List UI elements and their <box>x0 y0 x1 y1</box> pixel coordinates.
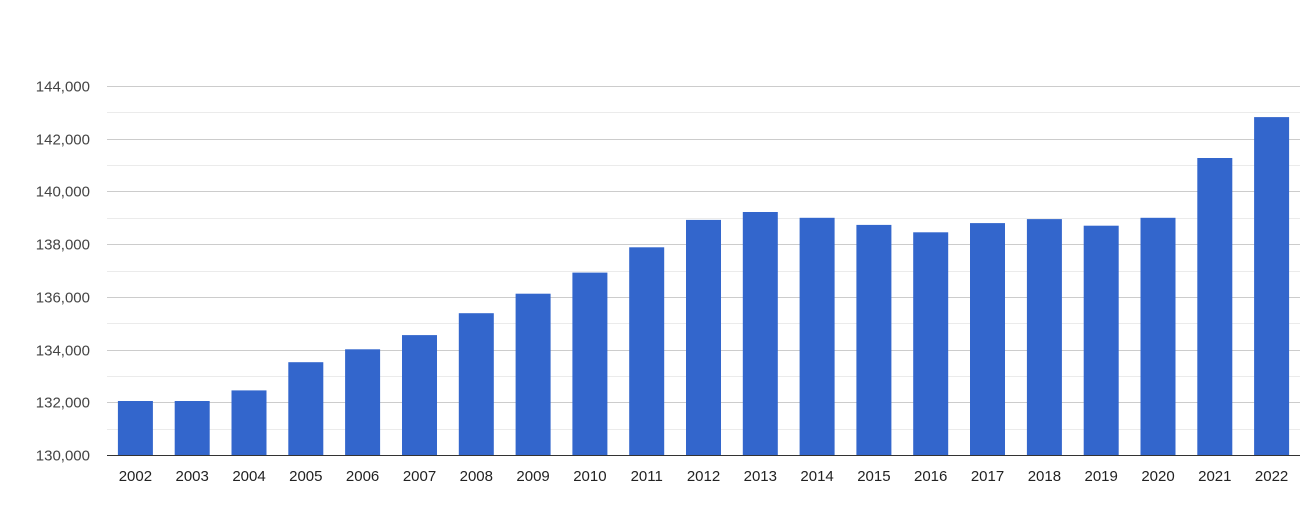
y-tick-label: 132,000 <box>36 395 90 412</box>
x-tick-label: 2017 <box>971 468 1004 485</box>
x-tick-label: 2007 <box>403 468 436 485</box>
bar-2014 <box>799 217 835 455</box>
bar-2005 <box>288 362 324 455</box>
x-tick-label: 2012 <box>687 468 720 485</box>
x-tick-label: 2019 <box>1085 468 1118 485</box>
bar-2003 <box>174 401 210 455</box>
bar-2018 <box>1026 219 1062 455</box>
bar-2012 <box>686 219 721 455</box>
y-tick-label: 144,000 <box>36 79 90 96</box>
bar-2022 <box>1254 117 1290 455</box>
bars <box>107 117 1300 456</box>
y-axis-labels: 130,000 132,000 134,000 136,000 138,000 140,0… <box>36 79 90 465</box>
bar-2020 <box>1140 217 1176 455</box>
x-tick-label: 2015 <box>857 468 890 485</box>
bar-2016 <box>913 232 949 455</box>
x-tick-label: 2005 <box>289 468 322 485</box>
x-axis-labels: 2002 2003 2004 2005 2006 2007 2008 2009 2010 2011… <box>119 468 1289 485</box>
y-tick-label: 140,000 <box>36 184 90 201</box>
bar-2010 <box>572 272 608 455</box>
x-tick-label: 2014 <box>800 468 833 485</box>
x-tick-label: 2022 <box>1255 468 1288 485</box>
x-tick-label: 2018 <box>1028 468 1061 485</box>
x-tick-label: 2016 <box>914 468 947 485</box>
y-tick-label: 142,000 <box>36 132 90 149</box>
x-tick-label: 2011 <box>631 468 663 485</box>
bar-2019 <box>1083 225 1119 455</box>
y-tick-label: 138,000 <box>36 237 90 254</box>
x-tick-label: 2021 <box>1198 468 1231 485</box>
bar-2013 <box>742 212 778 455</box>
x-tick-label: 2010 <box>573 468 606 485</box>
x-tick-label: 2020 <box>1141 468 1174 485</box>
x-tick-label: 2008 <box>460 468 493 485</box>
x-tick-label: 2004 <box>232 468 265 485</box>
x-tick-label: 2003 <box>176 468 209 485</box>
bar-2021 <box>1197 158 1233 455</box>
x-tick-label: 2013 <box>744 468 777 485</box>
bar-2015 <box>856 224 892 455</box>
bar-2002 <box>117 401 153 455</box>
bar-2009 <box>515 293 551 455</box>
x-tick-label: 2009 <box>516 468 549 485</box>
bar-2011 <box>629 247 665 455</box>
bar-2017 <box>970 223 1005 455</box>
x-tick-label: 2006 <box>346 468 379 485</box>
y-tick-label: 130,000 <box>36 448 90 465</box>
y-tick-label: 136,000 <box>36 290 90 307</box>
y-tick-label: 134,000 <box>36 343 90 360</box>
bar-2007 <box>402 335 437 455</box>
bar-2006 <box>345 349 381 455</box>
x-tick-label: 2002 <box>119 468 152 485</box>
bar-2004 <box>231 390 267 455</box>
bar-2008 <box>458 313 494 455</box>
